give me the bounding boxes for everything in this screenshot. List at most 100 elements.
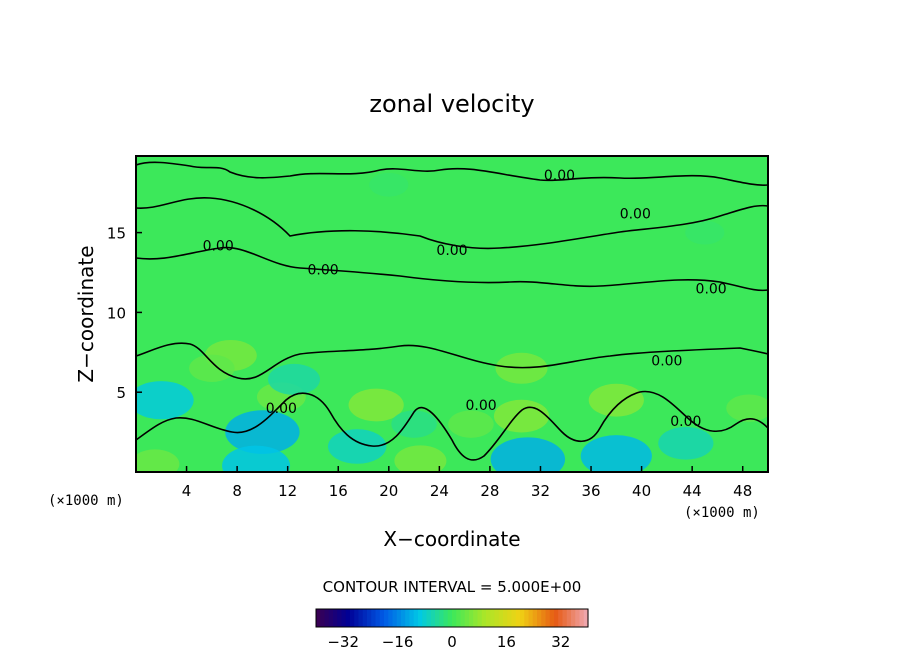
colorbar-cell <box>477 609 483 627</box>
field-feature <box>685 220 725 245</box>
field-feature <box>658 426 714 460</box>
colorbar-cell <box>498 609 504 627</box>
colorbar-cell <box>401 609 406 627</box>
contour-label: 0.00 <box>670 414 701 430</box>
field-feature <box>348 388 404 422</box>
colorbar-cell <box>418 609 423 627</box>
field-feature <box>448 410 494 438</box>
colorbar-cell <box>413 609 419 627</box>
colorbar-cell <box>562 609 568 627</box>
colorbar-cell <box>452 609 457 627</box>
colorbar-cell <box>579 609 585 627</box>
y-tick-label: 15 <box>107 225 126 243</box>
y-ticks: 5 10 15 <box>107 225 142 402</box>
colorbar-cell <box>388 609 394 627</box>
field-feature <box>328 429 387 464</box>
colorbar-cell <box>435 609 440 627</box>
colorbar-cell <box>549 609 555 627</box>
colorbar-cell <box>430 609 436 627</box>
x-ticks: 4 8 12 16 20 24 28 32 36 40 44 48 <box>182 466 752 500</box>
contour-zero-band-b <box>136 246 768 292</box>
colorbar-cells <box>316 609 589 627</box>
x-tick-label: 12 <box>278 482 297 500</box>
field-feature <box>222 445 291 472</box>
colorbar-cell <box>337 609 343 627</box>
colorbar-cell <box>511 609 517 627</box>
contour-zero-mid <box>136 342 768 380</box>
colorbar-cell <box>566 609 572 627</box>
colorbar-cell <box>316 609 321 627</box>
colorbar-cell <box>367 609 372 627</box>
x-tick-label: 36 <box>581 482 600 500</box>
x-tick-label: 48 <box>733 482 752 500</box>
colorbar-cell <box>464 609 470 627</box>
field-feature <box>136 449 180 472</box>
contour-labels: 0.00 0.00 0.00 0.00 0.00 0.00 0.00 0.00 0.00 0.00 <box>203 168 727 430</box>
colorbar-cell <box>460 609 466 627</box>
colorbar-cell <box>558 609 564 627</box>
contour-label: 0.00 <box>696 281 727 297</box>
colorbar-cell <box>575 609 581 627</box>
colorbar-cell <box>375 609 381 627</box>
colorbar-cell <box>469 609 474 627</box>
x-tick-label: 4 <box>182 482 192 500</box>
chart-title: zonal velocity <box>369 90 534 118</box>
field-feature <box>391 410 437 438</box>
colorbar-cell <box>537 609 542 627</box>
y-axis: Z−coordinate 5 10 15 <box>74 225 142 402</box>
colorbar-cell <box>405 609 411 627</box>
plot-frame <box>135 155 769 473</box>
contour-interval-text: CONTOUR INTERVAL = 5.000E+00 <box>323 578 582 596</box>
colorbar-cell <box>350 609 355 627</box>
field-feature <box>588 383 644 417</box>
colorbar-tick-label: 32 <box>551 633 570 651</box>
colorbar-cell <box>447 609 453 627</box>
colorbar-cell <box>384 609 389 627</box>
colorbar-cell <box>524 609 530 627</box>
field-feature <box>268 363 320 395</box>
x-tick-label: 44 <box>683 482 702 500</box>
colorbar-cell <box>422 609 428 627</box>
field-feature <box>189 354 235 382</box>
x-axis: X−coordinate 4 8 12 16 20 24 28 32 36 40 44 48 (×10… <box>48 466 760 551</box>
colorbar-cell <box>371 609 377 627</box>
colorbar-cell <box>490 609 496 627</box>
y-axis-label: Z−coordinate <box>74 245 98 382</box>
colorbar-cell <box>528 609 534 627</box>
colorbar-cell <box>507 609 513 627</box>
x-tick-label: 20 <box>379 482 398 500</box>
contour-label: 0.00 <box>544 168 575 184</box>
colorbar-cell <box>515 609 521 627</box>
field-feature <box>394 445 447 472</box>
x-tick-label: 24 <box>430 482 449 500</box>
x-tick-label: 8 <box>232 482 242 500</box>
plot-area: 0.00 0.00 0.00 0.00 0.00 0.00 0.00 0.00 0.00 0.00 <box>135 155 769 473</box>
colorbar-cell <box>345 609 351 627</box>
colorbar-cell <box>362 609 368 627</box>
colorbar-cell <box>545 609 551 627</box>
colorbar-cell <box>379 609 385 627</box>
x-tick-label: 16 <box>329 482 348 500</box>
y-tick-label: 10 <box>107 304 126 322</box>
colorbar-cell <box>324 609 330 627</box>
colorbar-cell <box>473 609 479 627</box>
colorbar-cell <box>341 609 347 627</box>
x-tick-label: 32 <box>531 482 550 500</box>
contour-label: 0.00 <box>203 238 234 254</box>
colorbar-tick-label: −16 <box>382 633 414 651</box>
colorbar-frame <box>315 608 589 628</box>
contour-label: 0.00 <box>307 262 338 278</box>
contour-label: 0.00 <box>436 243 467 259</box>
colorbar-cell <box>503 609 508 627</box>
colorbar-cell <box>554 609 559 627</box>
colorbar-cell <box>426 609 432 627</box>
colorbar-tick-label: 0 <box>447 633 457 651</box>
colorbar-cell <box>358 609 364 627</box>
field-feature <box>580 435 652 472</box>
colorbar-cell <box>354 609 360 627</box>
colorbar-cell <box>333 609 338 627</box>
colorbar-cell <box>396 609 402 627</box>
contour-zero-upper <box>136 161 768 186</box>
contour-zero-lower <box>136 390 768 461</box>
colorbar-cell <box>409 609 415 627</box>
